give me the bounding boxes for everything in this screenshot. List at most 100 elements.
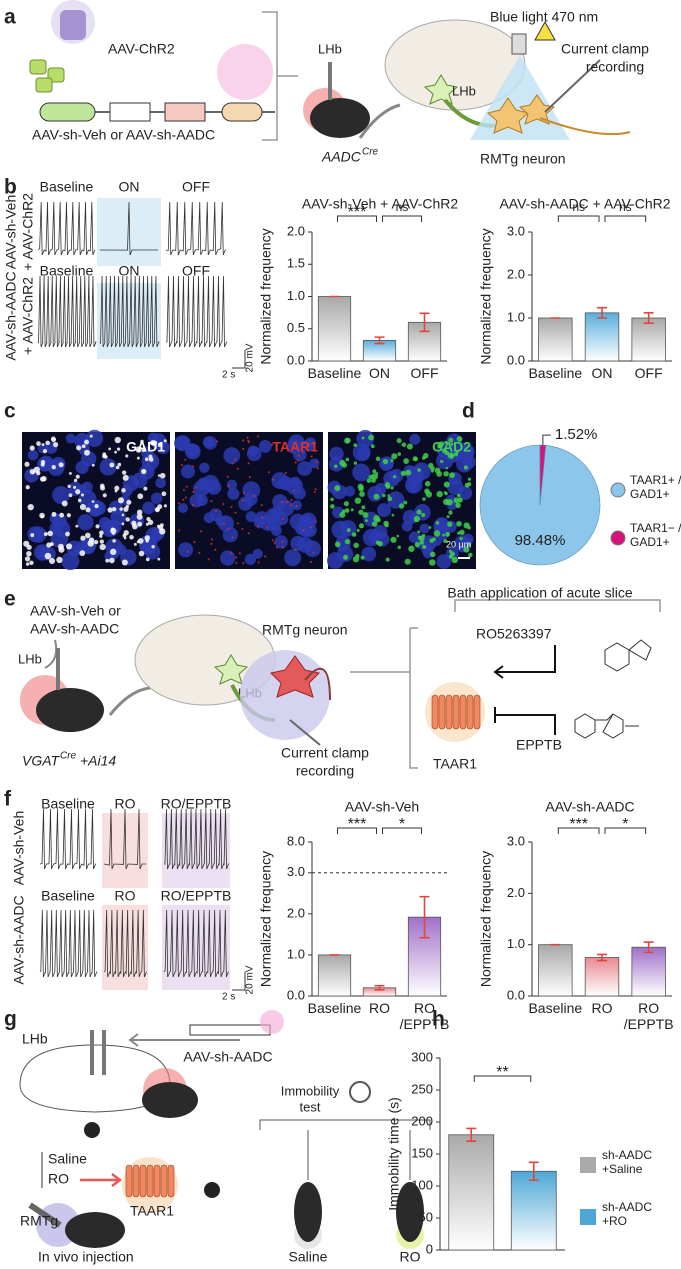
red-arrow [80, 1173, 123, 1187]
nucleus [132, 472, 148, 488]
signal-dot [361, 436, 365, 440]
label-text: +Ai14 [80, 753, 116, 769]
signal-dot [400, 470, 407, 476]
signal-dot [30, 533, 35, 538]
signal-dot [272, 478, 275, 481]
nucleus [61, 552, 80, 571]
signal-dot [456, 520, 462, 527]
signal-dot [266, 526, 269, 529]
label-text: AADC [321, 149, 362, 165]
signal-dot [227, 527, 230, 530]
receptor-helix [445, 694, 453, 730]
label-text: VGAT [22, 753, 61, 769]
syringe [28, 1202, 62, 1228]
signal-dot [112, 532, 115, 535]
signal-dot [344, 538, 351, 545]
x-tick-label-text: Baseline [307, 365, 362, 381]
x-tick-label-text: RO [369, 1000, 390, 1016]
significance-label: ns [619, 200, 632, 214]
signal-dot [157, 474, 161, 477]
signal-dot [453, 452, 459, 457]
signal-dot [159, 528, 166, 535]
signal-dot [112, 539, 116, 543]
label-text: RO/EPPTB [161, 796, 232, 812]
x-tick-label-text: RO [591, 1000, 613, 1016]
signal-dot [248, 476, 251, 479]
label-text: ON [119, 263, 140, 279]
signal-dot [29, 445, 35, 451]
signal-dot [351, 532, 357, 537]
signal-dot [151, 545, 155, 549]
label-text: Immobility [281, 1083, 340, 1098]
signal-dot [141, 468, 147, 475]
signal-dot [330, 497, 334, 502]
label-text: AAV-sh-AADC [30, 621, 119, 637]
signal-dot [443, 539, 448, 544]
chart-title: AAV-sh-AADC [545, 799, 634, 815]
signal-dot [424, 480, 431, 487]
axis-title: Normalized frequency [258, 851, 274, 987]
signal-dot [26, 551, 32, 557]
y-tick-label: 2.0 [287, 905, 305, 920]
scale-bar [232, 972, 246, 991]
signal-dot [136, 540, 140, 544]
signal-dot [84, 449, 90, 456]
signal-dot [94, 503, 99, 509]
signal-dot [115, 465, 120, 470]
label-text: + AAV-ChR2 [20, 193, 36, 271]
label-text: AAV-sh-Veh or [30, 603, 121, 619]
y-tick-label: 0.0 [287, 987, 305, 1002]
gene-box [221, 102, 263, 122]
signal-dot [467, 526, 471, 530]
signal-dot [182, 498, 185, 501]
label-text: LHb [452, 83, 476, 98]
nucleus [361, 546, 377, 562]
signal-dot [448, 437, 454, 443]
signal-dot [91, 500, 95, 503]
signal-dot [110, 527, 115, 531]
data-label: 1.52% [555, 426, 598, 443]
nucleus [271, 525, 282, 537]
nucleus [150, 492, 163, 505]
signal-dot [375, 456, 381, 462]
signal-dot [382, 458, 389, 465]
nucleus [254, 511, 269, 526]
hanging-mouse [396, 1182, 424, 1242]
label-text: Cre [60, 751, 77, 762]
label-text: OFF [182, 263, 210, 279]
signal-dot [95, 524, 100, 529]
neuron [518, 94, 556, 125]
legend-label-text: sh-AADC +RO [602, 1201, 653, 1228]
legend-marker [610, 482, 626, 498]
signal-dot [467, 543, 471, 547]
nucleus [284, 549, 302, 567]
signal-dot [442, 533, 445, 537]
signal-dot [102, 493, 107, 498]
signal-dot [105, 558, 110, 563]
signal-dot [24, 556, 31, 562]
nucleus [409, 433, 421, 445]
significance-bracket [473, 1075, 532, 1082]
receptor-helix [459, 694, 467, 730]
nucleus [297, 461, 313, 476]
signal-dot [131, 520, 137, 526]
signal-dot [121, 559, 128, 566]
signal-dot [144, 535, 151, 541]
signal-dot [459, 529, 465, 536]
y-tick-label: 0.0 [507, 352, 525, 367]
capsid [35, 77, 53, 93]
signal-dot [198, 552, 201, 555]
receptor-helix [452, 694, 460, 730]
signal-dot [129, 534, 134, 540]
signal-dot [356, 528, 360, 533]
signal-dot [41, 443, 45, 447]
error-bar [374, 984, 385, 991]
legend-label-text: TAAR1+ / GAD1+ [630, 474, 681, 501]
signal-dot [371, 521, 378, 527]
signal-dot [353, 461, 358, 465]
signal-dot [133, 542, 137, 546]
significance-label: *** [348, 816, 367, 833]
nucleus [271, 472, 289, 489]
signal-dot [234, 511, 237, 514]
signal-dot [123, 506, 129, 512]
